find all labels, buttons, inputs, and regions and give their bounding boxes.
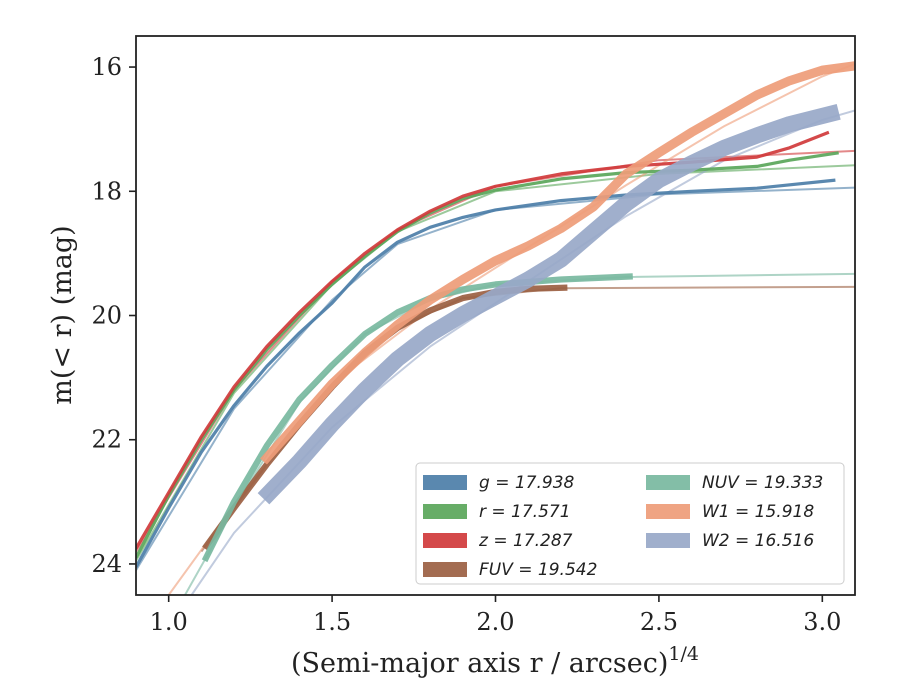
- legend-label-g: g = 17.938: [479, 473, 575, 493]
- y-tick-label: 16: [91, 53, 122, 81]
- y-tick-label: 20: [91, 302, 122, 330]
- legend-swatch-w1: [646, 504, 690, 519]
- x-tick-label: 3.0: [803, 608, 841, 636]
- y-tick-label: 24: [91, 550, 122, 578]
- legend-swatch-g: [423, 475, 467, 490]
- y-axis-ticks: 16 18 20 22 24: [91, 53, 136, 578]
- x-tick-label: 2.5: [640, 608, 678, 636]
- series-curve-w1: [260, 61, 855, 465]
- legend-label-nuv: NUV = 19.333: [702, 473, 823, 493]
- legend-swatch-w2: [646, 533, 690, 548]
- x-axis-ticks: 1.0 1.5 2.0 2.5 3.0: [150, 595, 841, 636]
- y-axis-label: m(< r) (mag): [47, 225, 78, 404]
- legend: g = 17.938 r = 17.571 z = 17.287 FUV = 19.5…: [415, 462, 845, 585]
- legend-label-z: z = 17.287: [478, 531, 573, 551]
- legend-swatch-nuv: [646, 475, 690, 490]
- legend-label-fuv: FUV = 19.542: [479, 560, 597, 580]
- legend-swatch-fuv: [423, 562, 467, 577]
- y-tick-label: 22: [91, 426, 122, 454]
- legend-box: [415, 462, 845, 585]
- x-axis-label: (Semi-major axis r / arcsec)1/4: [291, 643, 699, 679]
- legend-swatch-r: [423, 504, 467, 519]
- series-curves: [136, 61, 855, 568]
- x-tick-label: 1.0: [150, 608, 188, 636]
- x-tick-label: 2.0: [476, 608, 514, 636]
- series-curve-w2: [257, 103, 841, 505]
- x-tick-label: 1.5: [313, 608, 351, 636]
- legend-label-r: r = 17.571: [479, 502, 571, 522]
- y-tick-label: 18: [91, 177, 122, 205]
- legend-swatch-z: [423, 533, 467, 548]
- legend-label-w1: W1 = 15.918: [702, 502, 814, 522]
- legend-label-w2: W2 = 16.516: [702, 531, 814, 551]
